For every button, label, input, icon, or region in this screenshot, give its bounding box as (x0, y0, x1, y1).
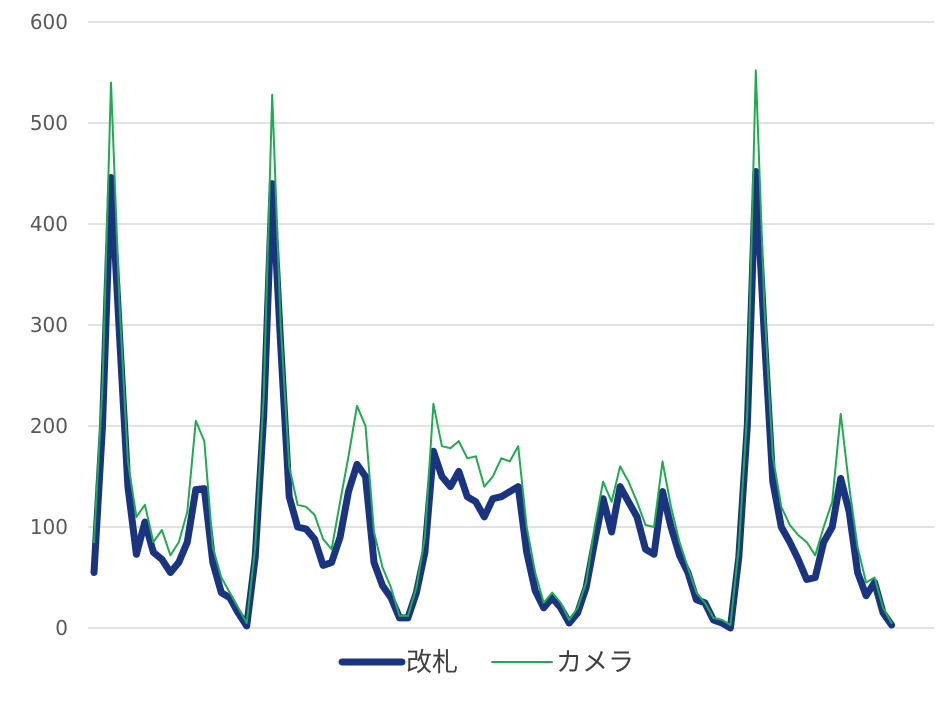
y-tick-label-400: 400 (30, 212, 68, 236)
legend-label-1: カメラ (556, 648, 634, 678)
y-tick-label-300: 300 (30, 313, 68, 337)
legend: 改札 カメラ (338, 648, 634, 678)
gridlines (88, 21, 934, 629)
y-tick-label-600: 600 (30, 10, 68, 34)
series-line-1 (93, 69, 893, 626)
series-line-0 (90, 168, 896, 632)
y-tick-label-0: 0 (55, 616, 68, 640)
y-axis: 0 100 200 300 400 500 600 (30, 10, 68, 640)
y-tick-label-500: 500 (30, 111, 68, 135)
legend-label-0: 改札 (406, 648, 458, 678)
series-lines (90, 69, 896, 632)
y-tick-label-200: 200 (30, 414, 68, 438)
y-tick-label-100: 100 (30, 515, 68, 539)
